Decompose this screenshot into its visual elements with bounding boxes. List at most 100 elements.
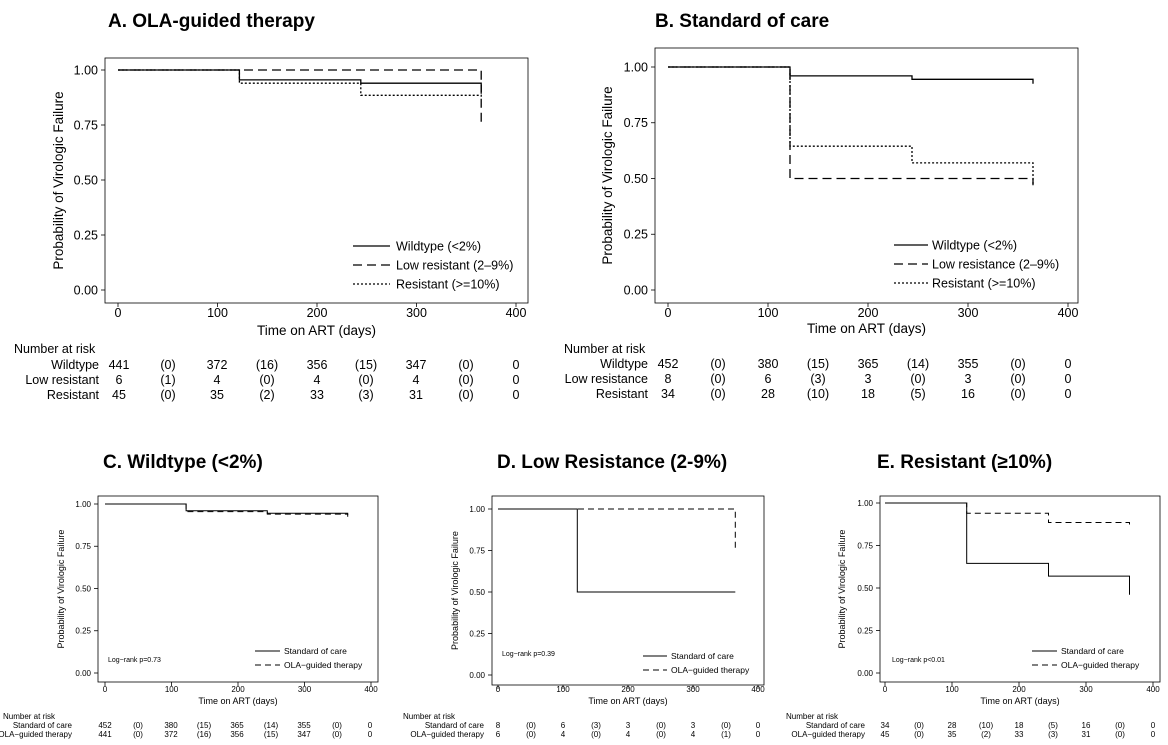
risk-cell: 356 <box>307 358 328 372</box>
series-line-2 <box>885 502 1130 526</box>
y-tick-label: 0.25 <box>857 626 873 635</box>
risk-table-header: Number at risk <box>3 712 56 721</box>
risk-cell: 355 <box>958 357 979 371</box>
risk-cell: 6 <box>765 372 772 386</box>
risk-cell: (0) <box>526 721 536 730</box>
y-axis-label: Probability of Virologic Failure <box>56 530 66 649</box>
risk-cell: (0) <box>358 373 373 387</box>
series-line-2 <box>498 508 736 551</box>
risk-cell: 31 <box>409 388 423 402</box>
risk-row-label: Resistant <box>596 387 649 401</box>
risk-cell: (15) <box>355 358 377 372</box>
risk-cell: 18 <box>861 387 875 401</box>
series-line-3 <box>118 69 482 99</box>
risk-cell: (0) <box>160 358 175 372</box>
risk-cell: (0) <box>721 721 731 730</box>
risk-cell: (0) <box>1010 387 1025 401</box>
series-line-3 <box>668 66 1034 186</box>
x-axis-label: Time on ART (days) <box>257 323 376 338</box>
risk-cell: (0) <box>332 721 342 730</box>
risk-cell: 0 <box>756 721 761 730</box>
risk-cell: 8 <box>665 372 672 386</box>
risk-row-label: OLA−guided therapy <box>0 730 72 739</box>
legend-label: Wildtype (<2%) <box>396 239 481 253</box>
risk-cell: (0) <box>1115 721 1125 730</box>
risk-cell: 33 <box>1015 730 1024 739</box>
plot-frame <box>654 47 1079 304</box>
risk-cell: 31 <box>1082 730 1091 739</box>
series-line-1 <box>118 69 482 92</box>
legend-label: Resistant (>=10%) <box>396 277 500 291</box>
risk-cell: (0) <box>710 387 725 401</box>
y-tick-label: 1.00 <box>75 500 91 509</box>
risk-cell: 365 <box>230 721 244 730</box>
risk-cell: (0) <box>710 372 725 386</box>
risk-cell: (3) <box>810 372 825 386</box>
series-line-1 <box>668 66 1034 84</box>
x-tick-label: 400 <box>751 685 765 694</box>
risk-cell: 0 <box>368 721 373 730</box>
y-tick-label: 0.25 <box>75 627 91 636</box>
risk-cell: 18 <box>1015 721 1024 730</box>
risk-cell: (0) <box>656 730 666 739</box>
risk-cell: 6 <box>561 721 566 730</box>
risk-cell: (5) <box>1048 721 1058 730</box>
legend-label: Wildtype (<2%) <box>932 238 1017 252</box>
y-tick-label: 0.25 <box>624 228 648 242</box>
risk-row-label: Low resistance <box>565 372 648 386</box>
y-tick-label: 0.50 <box>469 588 485 597</box>
y-tick-label: 0.50 <box>75 584 91 593</box>
risk-cell: (0) <box>910 372 925 386</box>
risk-row-label: Standard of care <box>806 721 866 730</box>
y-tick-label: 0.00 <box>624 283 648 297</box>
risk-cell: 380 <box>164 721 178 730</box>
legend-label: Resistant (>=10%) <box>932 276 1036 290</box>
risk-cell: 441 <box>98 730 112 739</box>
x-tick-label: 400 <box>506 306 527 320</box>
risk-cell: 0 <box>1065 387 1072 401</box>
risk-table-header: Number at risk <box>403 712 456 721</box>
x-axis-label: Time on ART (days) <box>588 696 667 706</box>
y-tick-label: 0.75 <box>469 546 485 555</box>
risk-cell: 34 <box>661 387 675 401</box>
panel-a: A. OLA-guided therapy 0.00 0.25 0.50 0.75 1.0… <box>14 11 529 402</box>
x-tick-label: 100 <box>556 685 570 694</box>
risk-cell: (0) <box>710 357 725 371</box>
risk-cell: 441 <box>109 358 130 372</box>
risk-cell: (0) <box>458 358 473 372</box>
panel-title: D. Low Resistance (2-9%) <box>497 452 727 473</box>
risk-cell: (0) <box>458 388 473 402</box>
risk-cell: (0) <box>526 730 536 739</box>
risk-cell: 4 <box>214 373 221 387</box>
y-tick-label: 1.00 <box>624 60 648 74</box>
risk-cell: 35 <box>210 388 224 402</box>
x-tick-label: 300 <box>686 685 700 694</box>
risk-cell: (16) <box>197 730 212 739</box>
risk-cell: 0 <box>1151 730 1156 739</box>
risk-cell: 8 <box>496 721 501 730</box>
x-tick-label: 200 <box>621 685 635 694</box>
x-axis-label: Time on ART (days) <box>807 321 926 336</box>
risk-row-label: OLA−guided therapy <box>410 730 484 739</box>
x-tick-label: 400 <box>1058 306 1079 320</box>
risk-cell: 452 <box>98 721 112 730</box>
plot-frame <box>879 495 1161 683</box>
x-tick-label: 200 <box>1012 685 1026 694</box>
y-tick-label: 0.50 <box>624 172 648 186</box>
y-tick-label: 0.00 <box>74 283 98 297</box>
y-tick-label: 0.75 <box>857 541 873 550</box>
risk-cell: 4 <box>691 730 696 739</box>
risk-cell: 33 <box>310 388 324 402</box>
log-rank-annotation: Log−rank p=0.39 <box>502 651 555 658</box>
risk-cell: (3) <box>358 388 373 402</box>
series-line-2 <box>118 69 482 125</box>
risk-cell: 3 <box>965 372 972 386</box>
risk-cell: 28 <box>761 387 775 401</box>
x-tick-label: 300 <box>298 685 312 694</box>
panel-d: D. Low Resistance (2-9%) 0.00 0.25 0.50 0.75… <box>403 452 765 739</box>
risk-cell: (3) <box>591 721 601 730</box>
risk-cell: 365 <box>858 357 879 371</box>
risk-cell: (0) <box>914 730 924 739</box>
risk-table-header: Number at risk <box>14 342 96 356</box>
legend-label: OLA−guided therapy <box>1061 660 1140 670</box>
